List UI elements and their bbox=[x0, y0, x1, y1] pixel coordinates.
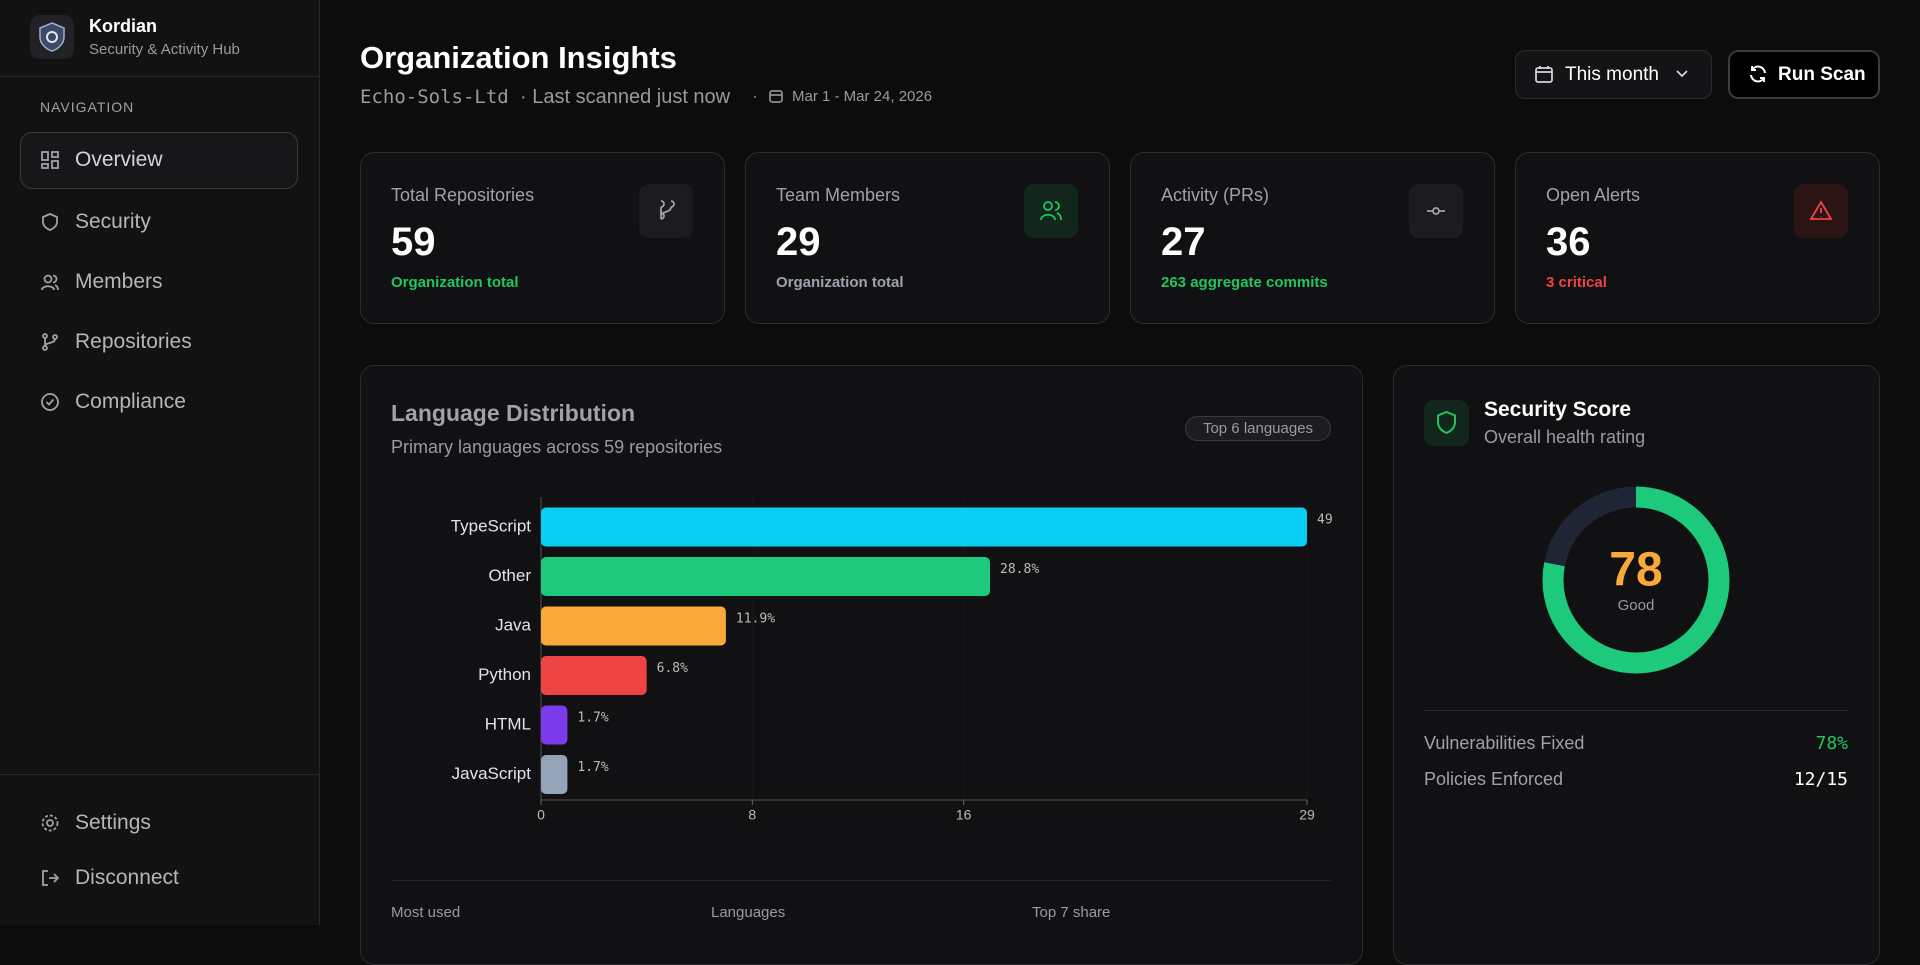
divider bbox=[1424, 710, 1848, 711]
icon-box bbox=[1424, 400, 1469, 446]
donut-arc bbox=[1542, 486, 1730, 674]
icon-box bbox=[1024, 184, 1078, 238]
logo bbox=[30, 15, 74, 59]
nav-item[interactable]: Security bbox=[75, 210, 151, 233]
period-label[interactable]: This month bbox=[1565, 64, 1659, 85]
bar bbox=[541, 705, 568, 745]
nav-active[interactable] bbox=[20, 132, 298, 189]
nav-item[interactable]: Members bbox=[75, 270, 163, 293]
value-label: 1.7% bbox=[577, 711, 608, 726]
icon bbox=[41, 151, 59, 169]
card-subtitle: Primary languages across 59 repositories bbox=[391, 437, 723, 457]
y-tick-label: Java bbox=[495, 615, 531, 634]
bar bbox=[541, 507, 1307, 547]
stat-label: Team Members bbox=[776, 185, 901, 205]
y-tick-label: HTML bbox=[485, 714, 531, 733]
x-tick-label: 8 bbox=[748, 807, 756, 823]
stat-value: 59 bbox=[391, 220, 436, 264]
divider bbox=[391, 880, 1331, 881]
stat-note: 3 critical bbox=[1546, 274, 1607, 291]
stat-card bbox=[1130, 152, 1495, 324]
bar bbox=[541, 606, 726, 646]
card-title: Security Score bbox=[1484, 398, 1632, 421]
icon bbox=[1750, 65, 1766, 83]
icon bbox=[769, 90, 783, 103]
value-label: 6.8% bbox=[657, 661, 688, 676]
y-tick-label: Other bbox=[488, 566, 531, 585]
icon bbox=[41, 393, 59, 411]
value-label: 49 bbox=[1317, 513, 1333, 528]
divider bbox=[0, 76, 320, 77]
nav-item[interactable]: Disconnect bbox=[75, 866, 179, 889]
stat-value: 29 bbox=[776, 220, 821, 264]
icon-box bbox=[1794, 184, 1848, 238]
stat-card bbox=[1515, 152, 1880, 324]
language-card bbox=[360, 365, 1363, 965]
page-title: Organization Insights bbox=[360, 40, 677, 75]
score-value: 78 bbox=[1609, 544, 1662, 597]
metric-label: Vulnerabilities Fixed bbox=[1424, 733, 1585, 753]
x-tick-label: 29 bbox=[1299, 807, 1315, 823]
icon-box bbox=[1409, 184, 1463, 238]
stat-note: 263 aggregate commits bbox=[1161, 274, 1328, 291]
bar-chart: 0 8 16 29 TypeScript 49 Other 28.8% Java 11.9% Pyt… bbox=[451, 497, 1333, 823]
security-card bbox=[1393, 365, 1880, 965]
metric-value: 12/15 bbox=[1793, 769, 1848, 790]
date-range: Mar 1 - Mar 24, 2026 bbox=[792, 88, 933, 105]
summary-label: Languages bbox=[711, 904, 786, 921]
value-label: 28.8% bbox=[1000, 562, 1039, 577]
badge: Top 6 languages bbox=[1185, 416, 1331, 441]
value-label: 1.7% bbox=[577, 760, 608, 775]
card-subtitle: Overall health rating bbox=[1484, 427, 1646, 447]
bar bbox=[541, 557, 991, 596]
metric-label: Policies Enforced bbox=[1424, 769, 1564, 789]
icon bbox=[42, 213, 58, 231]
icon-box bbox=[639, 184, 693, 238]
stat-label: Activity (PRs) bbox=[1161, 185, 1269, 205]
nav-item[interactable]: Repositories bbox=[75, 330, 192, 353]
value-label: 11.9% bbox=[736, 612, 775, 627]
stat-card bbox=[360, 152, 725, 324]
divider bbox=[0, 774, 320, 775]
y-tick-label: JavaScript bbox=[452, 764, 532, 783]
x-tick-label: 0 bbox=[537, 807, 545, 823]
metric-value: 78% bbox=[1815, 733, 1848, 754]
period-select[interactable] bbox=[1515, 50, 1712, 99]
run-scan-label[interactable]: Run Scan bbox=[1778, 64, 1866, 85]
y-tick-label: Python bbox=[478, 665, 531, 684]
score-rating: Good bbox=[1618, 597, 1655, 614]
stat-value: 27 bbox=[1161, 220, 1206, 264]
summary-label: Top 7 share bbox=[1032, 904, 1111, 921]
icon bbox=[1676, 70, 1688, 78]
scan-status: · Last scanned just now bbox=[520, 86, 731, 108]
x-tick-label: 16 bbox=[956, 807, 972, 823]
tagline: Security & Activity Hub bbox=[89, 41, 240, 58]
icon bbox=[1535, 66, 1553, 83]
stat-note: Organization total bbox=[391, 274, 519, 291]
bar bbox=[541, 656, 647, 695]
brand: Kordian bbox=[89, 16, 158, 36]
bar bbox=[541, 755, 568, 794]
y-tick-label: TypeScript bbox=[451, 516, 532, 535]
nav-item[interactable]: Settings bbox=[75, 811, 151, 834]
stat-value: 36 bbox=[1546, 220, 1591, 264]
stat-card bbox=[745, 152, 1110, 324]
icon bbox=[42, 333, 58, 351]
icon bbox=[41, 814, 59, 832]
icon bbox=[41, 274, 59, 291]
run-scan-button[interactable] bbox=[1728, 50, 1880, 99]
icon bbox=[42, 870, 59, 886]
nav-item[interactable]: Overview bbox=[75, 148, 163, 171]
stat-label: Total Repositories bbox=[391, 185, 535, 205]
separator: · bbox=[752, 86, 758, 106]
nav-item[interactable]: Compliance bbox=[75, 390, 186, 413]
nav-heading: NAVIGATION bbox=[40, 99, 135, 115]
card-title: Language Distribution bbox=[391, 400, 636, 426]
stat-label: Open Alerts bbox=[1546, 185, 1641, 205]
org-name: Echo-Sols-Ltd bbox=[360, 86, 509, 108]
app: Kordian Security & Activity Hub NAVIGATI… bbox=[0, 0, 1880, 965]
stat-note: Organization total bbox=[776, 274, 904, 291]
summary-label: Most used bbox=[391, 904, 461, 921]
